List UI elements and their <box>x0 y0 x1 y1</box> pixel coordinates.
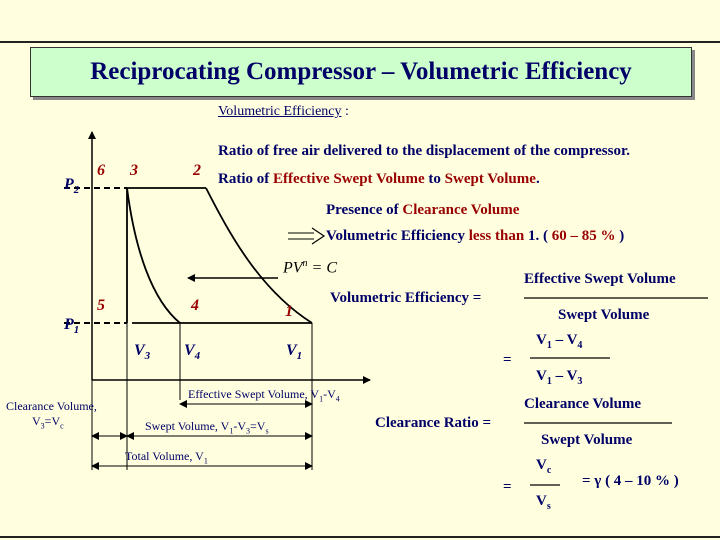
top-rule <box>0 41 720 43</box>
p2-label: P2 <box>64 176 80 197</box>
effective-swept-label: Effective Swept Volume, V1-V4 <box>188 387 340 404</box>
definition-line-2-highlight-1: Effective Swept Volume <box>273 171 425 187</box>
bottom-rule <box>0 536 720 538</box>
cr-denominator: Swept Volume <box>541 432 633 448</box>
expansion-curve <box>126 187 181 324</box>
point-4-label: 4 <box>191 297 199 314</box>
v3-label: V3 <box>134 342 151 363</box>
p1-label: P1 <box>64 316 80 337</box>
ve-label: Volumetric Efficiency = <box>330 290 482 306</box>
definition-line-2: Ratio of Effective Swept Volume to Swept… <box>218 171 540 188</box>
swept-label: Swept Volume, V1-V3=Vs <box>145 419 269 436</box>
ve2-equals: = <box>503 352 512 368</box>
v4-label: V4 <box>184 342 201 363</box>
point-1-label: 1 <box>285 303 293 320</box>
page-title-text: Reciprocating Compressor – Volumetric Ef… <box>90 58 632 85</box>
point-5-label: 5 <box>97 297 105 314</box>
clearance-result-highlight-2: 60 – 85 % <box>551 228 616 244</box>
polytropic-label: PVn = C <box>283 258 338 277</box>
cr-label: Clearance Ratio = <box>375 415 492 431</box>
section-heading-text: Volumetric Efficiency <box>218 104 342 119</box>
clearance-note-highlight: Clearance Volume <box>402 202 520 218</box>
cr-numerator: Clearance Volume <box>524 396 642 412</box>
definition-line-2-highlight-2: Swept Volume <box>444 171 536 187</box>
definition-line-2-middle: to <box>424 171 445 187</box>
clearance-label-line-1: Clearance Volume, <box>6 399 97 413</box>
cr2-numerator: Vc <box>536 457 552 476</box>
definition-line-1: Ratio of free air delivered to the displ… <box>218 143 631 159</box>
clearance-result-highlight-1: less than <box>468 228 525 244</box>
clearance-result: Volumetric Efficiency less than 1. ( 60 … <box>326 228 624 245</box>
gamma-range: = γ ( 4 – 10 % ) <box>582 473 679 489</box>
ve-numerator: Effective Swept Volume <box>524 271 676 287</box>
definition-line-2-prefix: Ratio of <box>218 171 273 187</box>
clearance-result-suffix: ) <box>615 228 625 244</box>
ve-denominator: Swept Volume <box>558 307 650 323</box>
point-2-label: 2 <box>193 162 201 179</box>
definition-line-2-suffix: . <box>535 171 540 187</box>
implies-arrow <box>288 227 326 245</box>
clearance-label-line-2: V3=Vc <box>32 414 64 431</box>
section-heading-suffix: : <box>341 104 349 119</box>
clearance-note: Presence of Clearance Volume <box>326 202 519 219</box>
ve2-numerator: V1 – V4 <box>536 332 583 351</box>
compression-curve <box>205 187 313 324</box>
cr2-equals: = <box>503 479 512 495</box>
page-title: Reciprocating Compressor – Volumetric Ef… <box>30 47 692 97</box>
clearance-note-prefix: Presence of <box>326 202 403 218</box>
clearance-result-middle: 1. ( <box>524 228 552 244</box>
clearance-result-prefix: Volumetric Efficiency <box>326 228 469 244</box>
section-heading: Volumetric Efficiency : <box>218 104 349 120</box>
ve2-denominator: V1 – V3 <box>536 368 583 387</box>
point-6-label: 6 <box>97 162 105 179</box>
total-label: Total Volume, V1 <box>125 449 208 466</box>
cr2-denominator: Vs <box>536 493 551 512</box>
v1-label: V1 <box>286 342 303 363</box>
point-3-label: 3 <box>130 162 138 179</box>
